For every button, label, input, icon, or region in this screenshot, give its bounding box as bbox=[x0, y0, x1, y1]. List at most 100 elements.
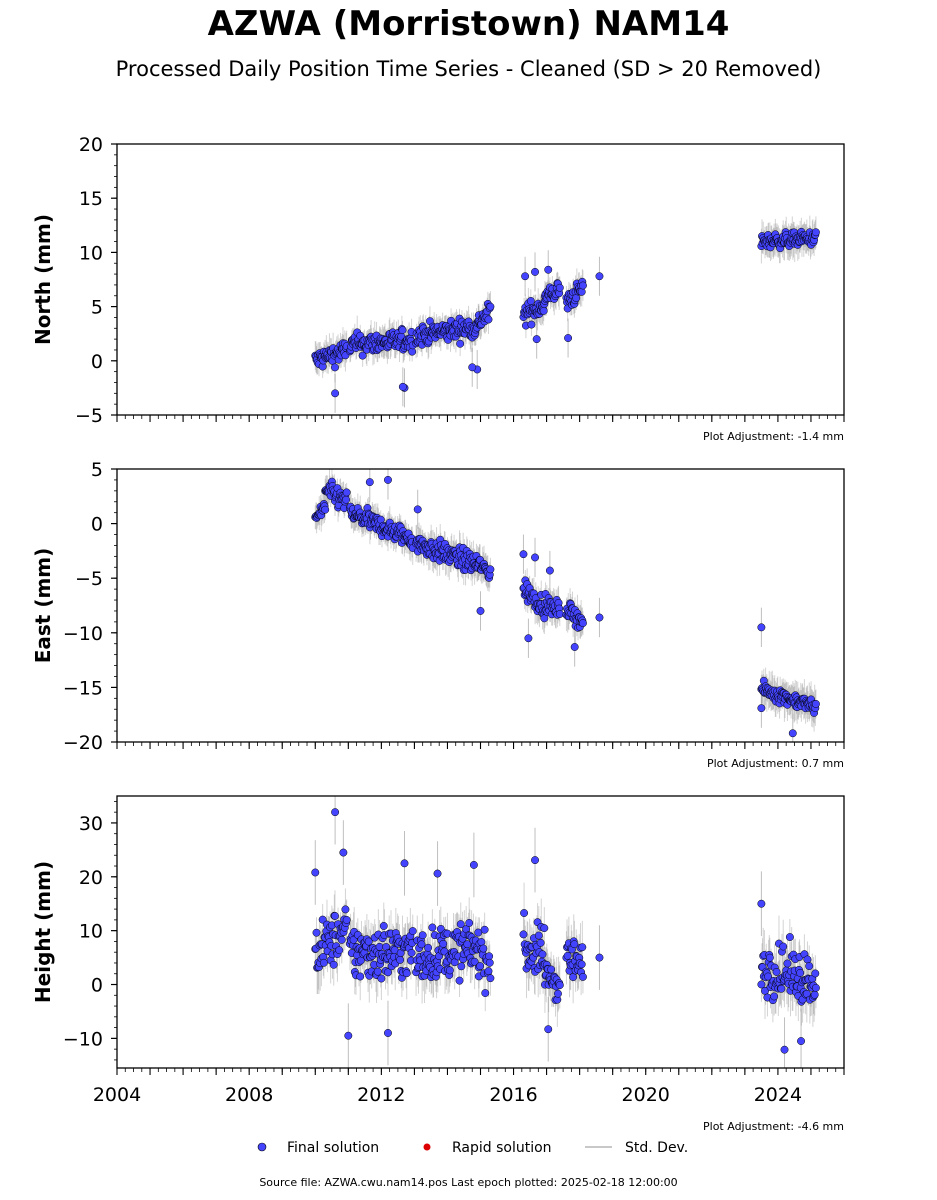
data-point bbox=[563, 951, 572, 960]
data-point bbox=[413, 505, 422, 514]
data-point bbox=[407, 948, 416, 957]
legend: Final solution Rapid solution Std. Dev. bbox=[257, 1140, 688, 1156]
data-point bbox=[484, 967, 493, 976]
y-tick-label: −15 bbox=[63, 677, 103, 699]
data-point bbox=[538, 950, 547, 959]
data-point bbox=[811, 983, 820, 992]
data-point bbox=[524, 634, 533, 643]
data-point bbox=[595, 613, 604, 622]
data-point bbox=[570, 940, 579, 949]
stddev-bars bbox=[314, 215, 817, 413]
data-point bbox=[783, 959, 792, 968]
data-point bbox=[377, 974, 386, 983]
data-point bbox=[811, 969, 820, 978]
data-point bbox=[526, 297, 535, 305]
legend-stddev-label: Std. Dev. bbox=[625, 1140, 688, 1156]
data-point bbox=[342, 488, 351, 497]
data-point bbox=[595, 953, 604, 962]
y-tick-label: 30 bbox=[79, 813, 103, 835]
data-point bbox=[811, 700, 820, 708]
data-point bbox=[476, 607, 485, 615]
y-axis-label: East (mm) bbox=[31, 548, 55, 664]
x-tick-label: 2004 bbox=[93, 1084, 141, 1106]
data-point bbox=[540, 924, 549, 933]
panel-1: −5 0 5 10 15 20 North (mm) Plot Adjustment: -1.… bbox=[31, 134, 845, 443]
x-tick-label: 2012 bbox=[357, 1084, 405, 1106]
y-tick-label: 0 bbox=[91, 975, 103, 997]
data-point bbox=[358, 351, 367, 360]
data-point bbox=[331, 363, 339, 372]
data-point bbox=[331, 808, 340, 817]
data-point bbox=[398, 326, 407, 335]
source-note: Source file: AZWA.cwu.nam14.pos Last epo… bbox=[259, 1176, 678, 1189]
data-point bbox=[400, 859, 409, 868]
data-point bbox=[765, 953, 774, 962]
data-point bbox=[531, 856, 539, 865]
data-point bbox=[384, 968, 392, 977]
data-point bbox=[777, 984, 786, 993]
y-axis-label: North (mm) bbox=[31, 214, 55, 345]
data-point bbox=[481, 989, 490, 998]
data-point bbox=[785, 933, 794, 941]
data-point bbox=[468, 363, 477, 372]
data-point bbox=[428, 923, 437, 932]
data-point bbox=[379, 921, 388, 930]
data-point bbox=[433, 869, 442, 878]
y-tick-label: −5 bbox=[75, 568, 103, 590]
data-point bbox=[335, 946, 344, 955]
data-point bbox=[577, 960, 586, 969]
data-point bbox=[536, 938, 545, 947]
data-point bbox=[339, 848, 348, 857]
data-point bbox=[564, 334, 573, 342]
y-tick-label: −10 bbox=[63, 623, 103, 645]
data-point bbox=[341, 905, 350, 914]
data-point bbox=[477, 938, 486, 946]
data-point bbox=[480, 925, 489, 934]
data-point bbox=[578, 281, 587, 290]
data-point bbox=[384, 475, 392, 484]
data-point bbox=[531, 553, 539, 562]
data-point bbox=[555, 283, 564, 292]
y-tick-label: 15 bbox=[79, 188, 103, 210]
data-point bbox=[757, 980, 766, 989]
plot-frame bbox=[116, 143, 845, 416]
y-tick-label: 20 bbox=[79, 134, 103, 156]
data-point bbox=[521, 272, 530, 281]
data-point bbox=[578, 943, 587, 952]
x-tick-label: 2020 bbox=[622, 1084, 670, 1106]
data-point bbox=[805, 962, 814, 971]
data-point bbox=[365, 478, 374, 487]
data-point bbox=[595, 272, 604, 281]
y-tick-label: 5 bbox=[91, 297, 103, 319]
data-point bbox=[344, 1031, 353, 1040]
data-point bbox=[797, 1037, 805, 1046]
data-point bbox=[318, 915, 327, 924]
data-point bbox=[384, 1029, 392, 1037]
data-point bbox=[757, 704, 766, 713]
legend-final-label: Final solution bbox=[287, 1140, 379, 1156]
data-point bbox=[470, 957, 479, 966]
data-point bbox=[545, 566, 554, 575]
data-point bbox=[803, 955, 812, 964]
data-point bbox=[544, 1025, 553, 1034]
data-point bbox=[398, 382, 407, 391]
data-point bbox=[342, 495, 351, 504]
chart-subtitle: Processed Daily Position Time Series - C… bbox=[115, 57, 822, 81]
data-point bbox=[331, 389, 340, 398]
data-point bbox=[373, 967, 382, 976]
y-tick-label: 0 bbox=[91, 514, 103, 536]
panel-3: −10 0 10 20 30 2004 2008 2012 2016 2020 2024 Height… bbox=[31, 795, 845, 1133]
data-point bbox=[408, 927, 417, 936]
data-point bbox=[534, 931, 543, 940]
data-point bbox=[457, 962, 466, 971]
data-point bbox=[757, 899, 766, 908]
data-point bbox=[780, 1045, 789, 1054]
x-tick-label: 2024 bbox=[754, 1084, 802, 1106]
data-point bbox=[486, 302, 495, 311]
data-point bbox=[779, 942, 788, 951]
data-point bbox=[810, 990, 819, 999]
y-axis-label: Height (mm) bbox=[31, 861, 55, 1003]
y-tick-label: 20 bbox=[79, 867, 103, 889]
data-point bbox=[465, 919, 474, 927]
data-point bbox=[455, 976, 464, 985]
